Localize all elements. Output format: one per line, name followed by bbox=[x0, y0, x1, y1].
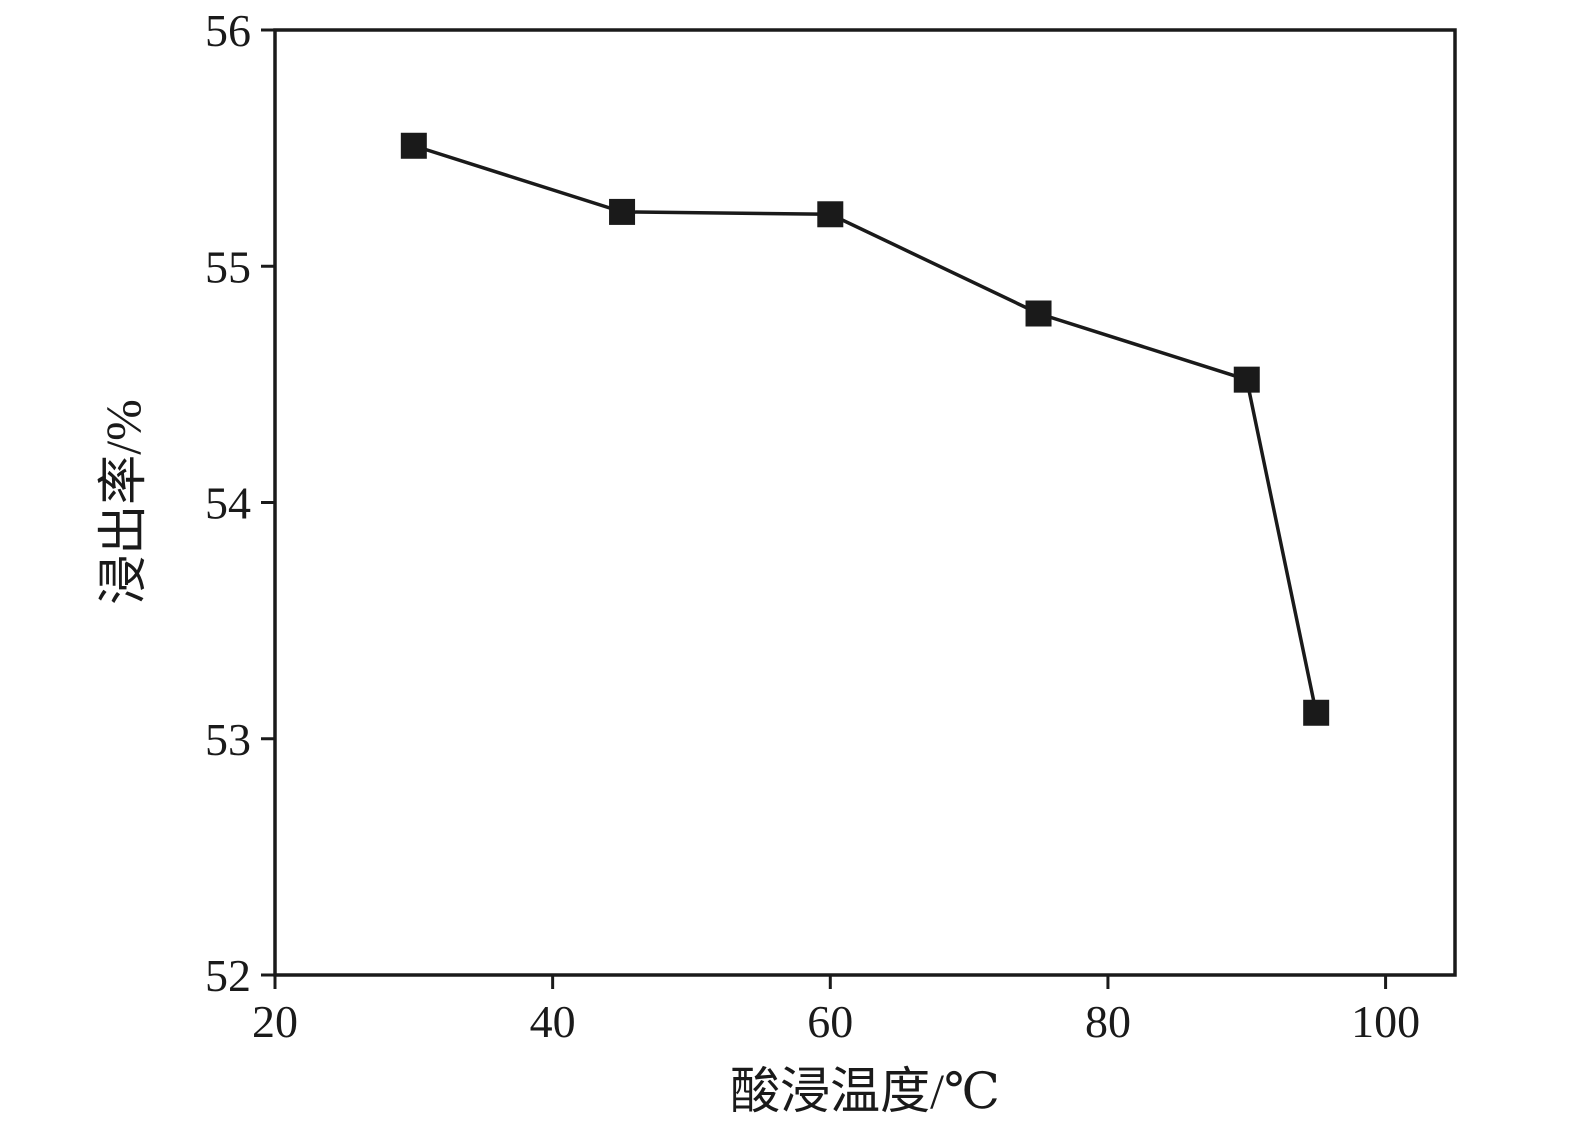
plot-frame bbox=[273, 28, 1457, 977]
data-point-marker bbox=[609, 198, 636, 225]
y-tick-label: 54 bbox=[205, 478, 251, 529]
x-tick-label: 80 bbox=[1085, 996, 1131, 1047]
y-tick-label: 55 bbox=[205, 241, 251, 292]
data-line bbox=[413, 144, 1318, 714]
x-tick-label: 20 bbox=[252, 996, 298, 1047]
x-tick-label: 100 bbox=[1351, 996, 1420, 1047]
y-tick-label: 52 bbox=[205, 950, 251, 1001]
data-point-marker bbox=[817, 201, 844, 228]
x-tick-label: 40 bbox=[530, 996, 576, 1047]
y-tick-label: 56 bbox=[205, 5, 251, 56]
data-point-marker bbox=[1303, 699, 1330, 726]
x-axis-title: 酸浸温度/℃ bbox=[730, 1063, 1000, 1119]
data-point-marker bbox=[1025, 300, 1052, 327]
y-tick-label: 53 bbox=[205, 714, 251, 765]
data-point-marker bbox=[1233, 366, 1260, 393]
x-tick-label: 60 bbox=[807, 996, 853, 1047]
y-axis-title: 浸出率/% bbox=[95, 399, 151, 605]
data-point-marker bbox=[400, 132, 427, 159]
